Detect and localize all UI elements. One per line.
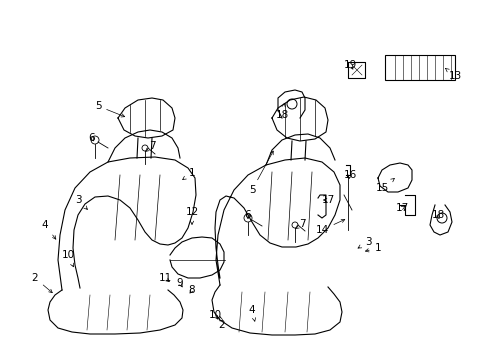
- Text: 9: 9: [176, 278, 183, 288]
- Text: 4: 4: [41, 220, 56, 239]
- Text: 17: 17: [395, 203, 408, 213]
- Text: 10: 10: [208, 310, 221, 320]
- Text: 18: 18: [430, 210, 444, 220]
- Text: 8: 8: [188, 285, 195, 295]
- Text: 11: 11: [158, 273, 171, 283]
- Text: 18: 18: [275, 103, 288, 120]
- Text: 5: 5: [248, 151, 273, 195]
- Text: 16: 16: [343, 170, 356, 180]
- Text: 3: 3: [357, 237, 370, 248]
- Bar: [384, 55, 454, 80]
- Text: 6: 6: [88, 133, 95, 143]
- Text: 10: 10: [61, 250, 74, 267]
- Text: 7: 7: [295, 219, 305, 229]
- Text: 13: 13: [445, 68, 461, 81]
- Text: 1: 1: [182, 168, 195, 180]
- Text: 2: 2: [32, 273, 52, 293]
- Text: 7: 7: [145, 141, 155, 152]
- Text: 4: 4: [248, 305, 255, 321]
- Text: 19: 19: [343, 60, 356, 70]
- Text: 14: 14: [315, 219, 344, 235]
- Text: 17: 17: [321, 195, 334, 205]
- Text: 15: 15: [375, 179, 394, 193]
- Text: 2: 2: [218, 317, 225, 330]
- Text: 6: 6: [244, 210, 251, 220]
- Text: 12: 12: [185, 207, 198, 224]
- Text: 1: 1: [365, 243, 381, 253]
- Text: 5: 5: [95, 101, 124, 117]
- Text: 3: 3: [75, 195, 87, 210]
